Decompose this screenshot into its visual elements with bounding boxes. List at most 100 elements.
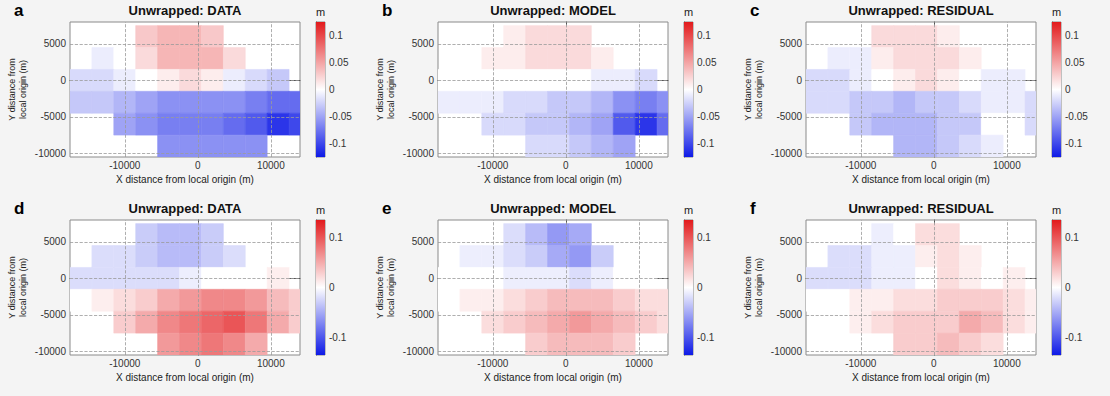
svg-text:-10000: -10000 xyxy=(109,358,141,369)
svg-text:0: 0 xyxy=(428,75,434,86)
svg-text:f: f xyxy=(750,199,756,218)
svg-text:-10000: -10000 xyxy=(403,148,435,159)
svg-text:0.05: 0.05 xyxy=(697,57,717,68)
svg-text:m: m xyxy=(684,204,693,216)
svg-text:local origin (m): local origin (m) xyxy=(18,258,28,317)
svg-text:-0.1: -0.1 xyxy=(697,138,715,149)
svg-text:-0.05: -0.05 xyxy=(1065,111,1088,122)
svg-text:Unwrapped: DATA: Unwrapped: DATA xyxy=(129,201,243,216)
svg-text:-5000: -5000 xyxy=(40,111,66,122)
svg-text:0: 0 xyxy=(1065,84,1071,95)
svg-text:d: d xyxy=(14,199,24,218)
svg-text:10000: 10000 xyxy=(625,358,653,369)
svg-text:-5000: -5000 xyxy=(776,309,802,320)
svg-text:m: m xyxy=(684,6,693,18)
svg-text:X distance from local origin (: X distance from local origin (m) xyxy=(484,174,622,185)
svg-text:-0.05: -0.05 xyxy=(697,111,720,122)
svg-text:0: 0 xyxy=(931,160,937,171)
svg-text:-10000: -10000 xyxy=(403,346,435,357)
svg-text:Unwrapped: RESIDUAL: Unwrapped: RESIDUAL xyxy=(848,3,993,18)
svg-text:X distance from local origin (: X distance from local origin (m) xyxy=(116,372,254,383)
svg-text:m: m xyxy=(1052,6,1061,18)
svg-text:0: 0 xyxy=(60,75,66,86)
svg-text:-5000: -5000 xyxy=(408,309,434,320)
svg-text:-10000: -10000 xyxy=(771,148,803,159)
svg-text:10000: 10000 xyxy=(257,358,285,369)
svg-text:0: 0 xyxy=(796,273,802,284)
svg-text:-10000: -10000 xyxy=(35,148,67,159)
svg-text:Y distance from: Y distance from xyxy=(375,256,385,318)
svg-text:-0.1: -0.1 xyxy=(329,138,347,149)
svg-text:0: 0 xyxy=(195,160,201,171)
svg-text:0: 0 xyxy=(329,84,335,95)
svg-text:0.05: 0.05 xyxy=(329,57,349,68)
svg-text:5000: 5000 xyxy=(780,38,803,49)
svg-text:Y distance from: Y distance from xyxy=(743,256,753,318)
svg-text:Unwrapped: MODEL: Unwrapped: MODEL xyxy=(490,3,616,18)
svg-text:-0.1: -0.1 xyxy=(697,332,715,343)
svg-text:0.1: 0.1 xyxy=(1065,232,1079,243)
svg-text:-10000: -10000 xyxy=(845,160,877,171)
svg-text:0: 0 xyxy=(796,75,802,86)
svg-text:m: m xyxy=(316,6,325,18)
svg-text:-0.1: -0.1 xyxy=(1065,138,1083,149)
svg-text:Y distance from: Y distance from xyxy=(7,256,17,318)
svg-text:Y distance from: Y distance from xyxy=(375,58,385,120)
svg-text:0: 0 xyxy=(195,358,201,369)
svg-text:0.1: 0.1 xyxy=(329,30,343,41)
svg-text:0: 0 xyxy=(563,358,569,369)
svg-text:0: 0 xyxy=(563,160,569,171)
svg-text:0: 0 xyxy=(697,84,703,95)
svg-text:local origin (m): local origin (m) xyxy=(386,60,396,119)
svg-text:Unwrapped: DATA: Unwrapped: DATA xyxy=(129,3,243,18)
svg-text:Y distance from: Y distance from xyxy=(743,58,753,120)
svg-text:-0.1: -0.1 xyxy=(329,332,347,343)
svg-text:0: 0 xyxy=(329,282,335,293)
svg-text:-5000: -5000 xyxy=(776,111,802,122)
svg-text:5000: 5000 xyxy=(412,236,435,247)
svg-text:m: m xyxy=(1052,204,1061,216)
svg-text:b: b xyxy=(382,1,392,20)
svg-text:c: c xyxy=(750,1,759,20)
svg-text:-10000: -10000 xyxy=(477,160,509,171)
svg-text:0.1: 0.1 xyxy=(1065,30,1079,41)
svg-text:X distance from local origin (: X distance from local origin (m) xyxy=(116,174,254,185)
svg-text:X distance from local origin (: X distance from local origin (m) xyxy=(484,372,622,383)
svg-text:m: m xyxy=(316,204,325,216)
svg-text:local origin (m): local origin (m) xyxy=(18,60,28,119)
svg-text:5000: 5000 xyxy=(780,236,803,247)
svg-text:-10000: -10000 xyxy=(477,358,509,369)
svg-text:10000: 10000 xyxy=(625,160,653,171)
svg-text:0.1: 0.1 xyxy=(697,232,711,243)
svg-text:10000: 10000 xyxy=(257,160,285,171)
svg-text:-0.1: -0.1 xyxy=(1065,332,1083,343)
svg-text:Unwrapped: MODEL: Unwrapped: MODEL xyxy=(490,201,616,216)
svg-text:X distance from local origin (: X distance from local origin (m) xyxy=(852,372,990,383)
svg-text:Y distance from: Y distance from xyxy=(7,58,17,120)
svg-text:-5000: -5000 xyxy=(408,111,434,122)
svg-text:local origin (m): local origin (m) xyxy=(754,258,764,317)
svg-text:5000: 5000 xyxy=(44,236,67,247)
svg-text:a: a xyxy=(14,1,24,20)
svg-text:0: 0 xyxy=(697,282,703,293)
svg-text:e: e xyxy=(382,199,391,218)
svg-text:5000: 5000 xyxy=(412,38,435,49)
svg-text:Unwrapped: RESIDUAL: Unwrapped: RESIDUAL xyxy=(848,201,993,216)
svg-text:-10000: -10000 xyxy=(771,346,803,357)
svg-text:0.1: 0.1 xyxy=(329,232,343,243)
svg-text:5000: 5000 xyxy=(44,38,67,49)
svg-text:local origin (m): local origin (m) xyxy=(754,60,764,119)
svg-text:10000: 10000 xyxy=(993,160,1021,171)
svg-text:-10000: -10000 xyxy=(109,160,141,171)
svg-text:local origin (m): local origin (m) xyxy=(386,258,396,317)
svg-text:0: 0 xyxy=(428,273,434,284)
svg-text:0.05: 0.05 xyxy=(1065,57,1085,68)
svg-text:-10000: -10000 xyxy=(845,358,877,369)
svg-text:-0.05: -0.05 xyxy=(329,111,352,122)
svg-text:10000: 10000 xyxy=(993,358,1021,369)
svg-text:0: 0 xyxy=(60,273,66,284)
svg-text:0.1: 0.1 xyxy=(697,30,711,41)
svg-text:-5000: -5000 xyxy=(40,309,66,320)
svg-text:-10000: -10000 xyxy=(35,346,67,357)
svg-text:0: 0 xyxy=(1065,282,1071,293)
